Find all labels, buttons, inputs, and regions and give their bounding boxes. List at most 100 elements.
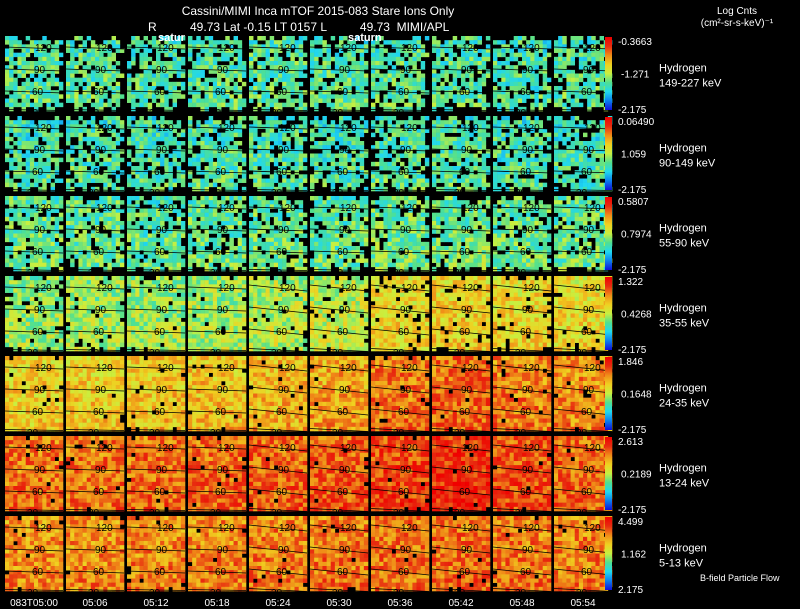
pixel-cell (273, 52, 279, 58)
pixel-cell (412, 40, 417, 45)
pixel-cell (172, 81, 178, 87)
pixel-cell (13, 77, 18, 83)
pixel-cell (583, 94, 588, 99)
pixel-cell (237, 246, 243, 251)
pixel-cell (440, 153, 445, 158)
pixel-cell (416, 36, 422, 41)
pixel-cell (261, 157, 266, 163)
pixel-cell (379, 44, 384, 49)
pixel-cell (261, 136, 266, 142)
pixel-cell (9, 221, 14, 226)
pixel-cell (17, 254, 22, 259)
pixel-cell (554, 174, 559, 179)
pixel-cell (90, 170, 96, 175)
pixel-cell (217, 161, 222, 167)
pixel-cell (322, 116, 327, 121)
pixel-cell (151, 98, 157, 103)
pixel-cell (99, 52, 104, 58)
pixel-cell (38, 77, 43, 83)
pixel-cell (208, 102, 214, 108)
pixel-cell (5, 116, 10, 121)
pixel-cell (395, 145, 401, 150)
pixel-cell (156, 196, 161, 201)
pixel-cell (554, 86, 559, 91)
pixel-cell (501, 86, 506, 91)
pixel-cell (115, 161, 121, 167)
pixel-cell (351, 98, 356, 103)
pixel-cell (143, 241, 149, 247)
pixel-cell (448, 170, 454, 175)
pixel-cell (526, 44, 531, 49)
contour-label: 90 (217, 225, 229, 236)
pixel-cell (151, 149, 157, 154)
pixel-cell (160, 36, 165, 41)
pixel-cell (465, 52, 470, 58)
contour-line (248, 189, 308, 191)
pixel-cell (180, 61, 186, 66)
pixel-cell (196, 124, 201, 129)
pixel-cell (180, 157, 186, 163)
pixel-cell (400, 106, 405, 112)
pixel-cell (355, 102, 361, 108)
pixel-cell (200, 98, 205, 103)
pixel-cell (70, 186, 75, 192)
energy-range-label: 149-227 keV (659, 78, 722, 90)
pixel-cell (493, 120, 498, 125)
pixel-cell (591, 102, 596, 108)
pixel-cell (172, 98, 178, 103)
pixel-cell (90, 128, 96, 133)
pixel-cell (322, 132, 327, 138)
pixel-cell (180, 81, 186, 87)
pixel-cell (343, 102, 348, 108)
pixel-cell (50, 73, 56, 78)
pixel-cell (485, 149, 491, 154)
pixel-cell (17, 145, 22, 150)
pixel-cell (221, 69, 226, 74)
pixel-cell (587, 178, 592, 183)
pixel-cell (107, 225, 112, 230)
pixel-cell (562, 40, 567, 45)
pixel-cell (176, 174, 182, 179)
pixel-cell (302, 166, 308, 171)
pixel-cell (465, 136, 470, 142)
pixel-cell (127, 44, 132, 49)
pixel-cell (151, 77, 157, 83)
pixel-cell (188, 36, 193, 41)
pixel-cell (221, 153, 226, 158)
pixel-cell (461, 48, 466, 53)
pixel-cell (509, 102, 515, 108)
pixel-cell (546, 52, 552, 58)
pixel-cell (249, 221, 254, 226)
pixel-cell (485, 124, 491, 129)
pixel-cell (416, 149, 422, 154)
pixel-cell (282, 132, 287, 138)
pixel-cell (278, 186, 283, 192)
pixel-cell (176, 221, 182, 226)
pixel-cell (143, 124, 149, 129)
pixel-cell (391, 157, 397, 163)
pixel-cell (143, 246, 149, 251)
pixel-cell (391, 182, 397, 188)
pixel-cell (164, 44, 169, 49)
pixel-cell (273, 40, 279, 45)
pixel-cell (188, 98, 193, 103)
pixel-cell (25, 102, 31, 108)
pixel-cell (176, 237, 182, 243)
pixel-cell (200, 61, 205, 66)
pixel-cell (25, 124, 31, 129)
pixel-cell (570, 157, 576, 163)
pixel-cell (147, 241, 153, 247)
pixel-cell (192, 73, 197, 78)
pixel-cell (278, 77, 283, 83)
pixel-cell (522, 77, 527, 83)
pixel-cell (196, 120, 201, 125)
pixel-cell (302, 61, 308, 66)
pixel-cell (74, 196, 79, 201)
pixel-cell (151, 132, 157, 138)
pixel-cell (339, 116, 344, 121)
pixel-cell (34, 153, 39, 158)
pixel-cell (359, 56, 365, 62)
pixel-cell (282, 157, 287, 163)
contour-label: 60 (337, 87, 349, 98)
pixel-cell (17, 90, 22, 95)
